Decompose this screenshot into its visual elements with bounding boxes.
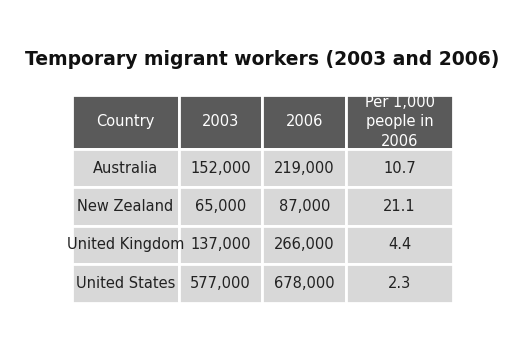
Text: 21.1: 21.1 (383, 199, 416, 214)
Bar (262, 264, 346, 303)
Text: 2003: 2003 (202, 114, 239, 129)
Text: United Kingdom: United Kingdom (67, 237, 184, 253)
Bar (72, 226, 179, 264)
Bar (72, 95, 179, 149)
Bar (262, 149, 346, 187)
Bar (179, 149, 262, 187)
Bar (179, 226, 262, 264)
Text: 137,000: 137,000 (190, 237, 251, 253)
Text: Temporary migrant workers (2003 and 2006): Temporary migrant workers (2003 and 2006… (25, 49, 500, 69)
Bar (179, 187, 262, 226)
Bar (179, 264, 262, 303)
Bar (346, 95, 453, 149)
Text: 219,000: 219,000 (274, 161, 335, 175)
Text: 678,000: 678,000 (274, 276, 335, 291)
Text: 2.3: 2.3 (388, 276, 411, 291)
Text: 10.7: 10.7 (383, 161, 416, 175)
Text: 65,000: 65,000 (195, 199, 246, 214)
Bar (262, 187, 346, 226)
Bar (72, 149, 179, 187)
Text: United States: United States (76, 276, 175, 291)
Bar (262, 226, 346, 264)
Bar (262, 95, 346, 149)
Text: Australia: Australia (93, 161, 158, 175)
Text: Per 1,000
people in
2006: Per 1,000 people in 2006 (365, 94, 435, 149)
Text: Country: Country (96, 114, 155, 129)
Bar (179, 95, 262, 149)
Text: 87,000: 87,000 (279, 199, 330, 214)
Bar (346, 226, 453, 264)
Text: 152,000: 152,000 (190, 161, 251, 175)
Bar (72, 187, 179, 226)
Text: 266,000: 266,000 (274, 237, 335, 253)
Bar (346, 264, 453, 303)
Text: 2006: 2006 (286, 114, 323, 129)
Text: 4.4: 4.4 (388, 237, 411, 253)
Text: New Zealand: New Zealand (77, 199, 174, 214)
Bar (346, 187, 453, 226)
Bar (346, 149, 453, 187)
Text: 577,000: 577,000 (190, 276, 251, 291)
Bar (72, 264, 179, 303)
